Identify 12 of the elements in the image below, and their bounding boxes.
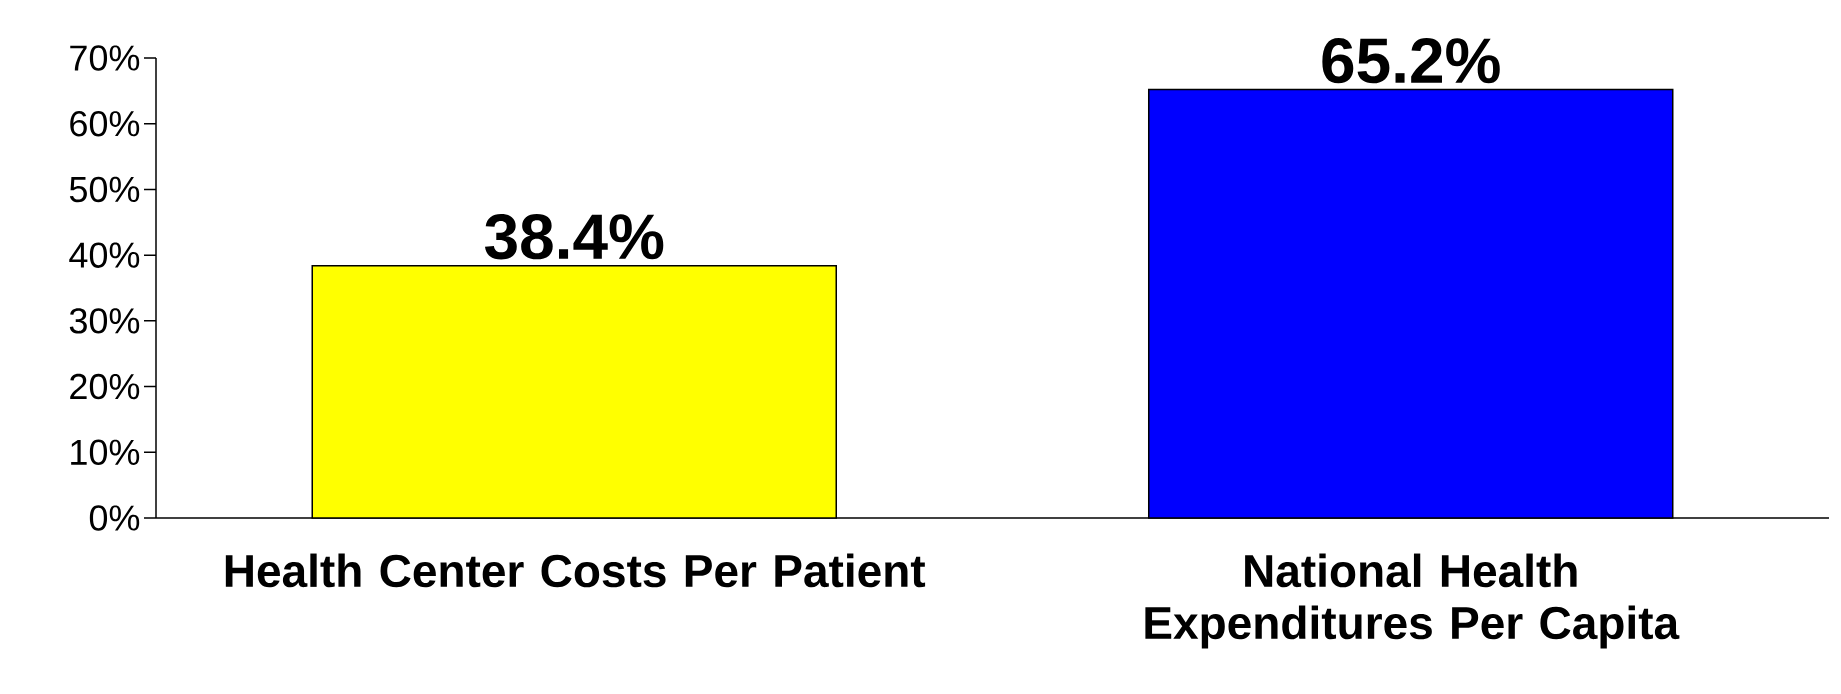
y-tick-label: 40% bbox=[69, 242, 140, 268]
y-tick-label: 70% bbox=[70, 45, 140, 71]
data-label: 65.2% bbox=[1322, 38, 1500, 84]
y-tick-label: 10% bbox=[71, 439, 140, 466]
data-label: 38.4% bbox=[484, 214, 664, 260]
y-tick-label: 0% bbox=[89, 505, 140, 531]
y-tick-label: 60% bbox=[70, 110, 140, 137]
y-tick-label: 30% bbox=[69, 308, 140, 334]
y-tick-label: 20% bbox=[70, 373, 140, 400]
y-tick-label: 50% bbox=[69, 176, 140, 203]
x-tick-label: National Health Expenditures Per Capita bbox=[1145, 553, 1680, 649]
x-tick-label: Health Center Costs Per Patient bbox=[225, 553, 926, 588]
